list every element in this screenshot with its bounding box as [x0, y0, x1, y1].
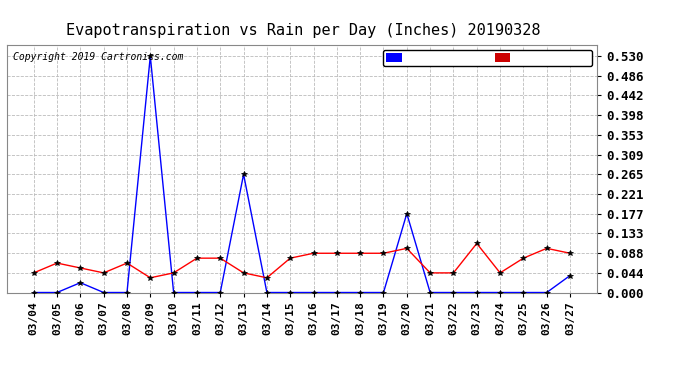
Legend: Rain  (Inches), ET  (Inches): Rain (Inches), ET (Inches) [384, 50, 591, 66]
Text: Evapotranspiration vs Rain per Day (Inches) 20190328: Evapotranspiration vs Rain per Day (Inch… [66, 22, 541, 38]
Text: Copyright 2019 Cartronics.com: Copyright 2019 Cartronics.com [13, 53, 183, 62]
